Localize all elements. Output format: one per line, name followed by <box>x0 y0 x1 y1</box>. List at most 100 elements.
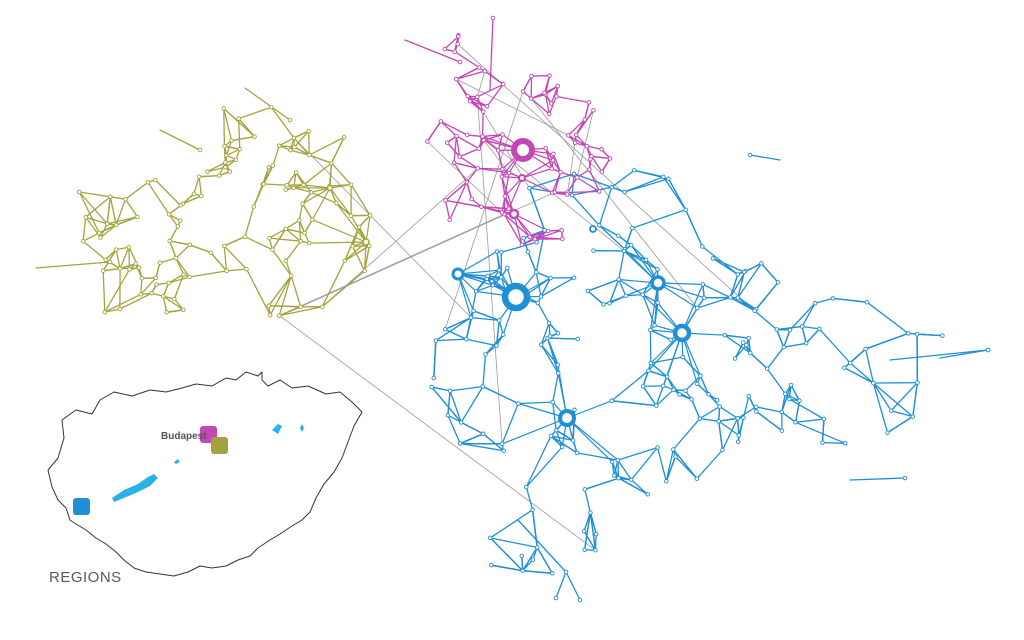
blue-edge <box>672 448 698 480</box>
blue-node <box>582 487 588 492</box>
olive-edge <box>124 181 149 200</box>
blue-node <box>497 318 502 323</box>
olive-node <box>164 310 169 315</box>
blue-edge <box>589 511 597 535</box>
magenta-node <box>528 96 534 101</box>
blue-edge <box>647 370 668 378</box>
olive-edge <box>301 191 312 205</box>
magenta-node <box>586 100 592 105</box>
magenta-edge <box>455 70 486 80</box>
blue-edge <box>801 325 821 330</box>
blue-edge <box>788 398 825 420</box>
magenta-node <box>582 117 588 122</box>
magenta-node <box>425 139 430 144</box>
blue-node <box>645 492 650 497</box>
olive-node <box>181 307 186 313</box>
blue-node <box>668 337 673 342</box>
olive-node <box>166 212 172 217</box>
blue-node <box>611 473 617 478</box>
blue-edge <box>737 297 756 312</box>
magenta-edge <box>481 133 504 138</box>
blue-node <box>429 384 434 390</box>
olive-node <box>288 147 293 153</box>
blue-edge <box>617 459 632 481</box>
olive-edge <box>210 252 228 272</box>
blue-node <box>473 289 479 294</box>
olive-node <box>267 235 272 241</box>
blue-edge <box>459 433 484 445</box>
olive-node <box>153 275 159 281</box>
magenta-edge <box>547 229 563 232</box>
blue-edge <box>821 441 846 444</box>
blue-node <box>732 356 738 361</box>
blue-node <box>591 248 596 253</box>
olive-edge <box>169 240 177 259</box>
magenta-edge <box>466 167 479 183</box>
blue-node <box>847 360 853 366</box>
olive-node <box>267 312 273 318</box>
olive-node <box>269 104 274 110</box>
olive-node <box>284 182 290 188</box>
blue-hub-edge <box>501 417 568 445</box>
olive-edge <box>105 248 117 261</box>
magenta-edge <box>575 109 595 136</box>
olive-edge <box>78 191 127 200</box>
olive-branch-edge <box>159 129 201 151</box>
blue-node <box>830 296 836 301</box>
blue-edge <box>571 194 600 227</box>
olive-edge <box>147 181 170 216</box>
olive-node <box>161 293 166 299</box>
blue-edge <box>690 398 701 420</box>
olive-node <box>113 222 119 228</box>
olive-edge <box>223 236 246 247</box>
blue-edge <box>546 337 559 374</box>
magenta-edge <box>426 120 442 143</box>
blue-node <box>694 476 700 481</box>
blue-node <box>496 267 502 273</box>
magenta-node <box>607 156 613 161</box>
magenta-edge <box>444 199 451 221</box>
olive-node <box>244 266 249 272</box>
blue-edge <box>699 417 720 422</box>
olive-edge <box>321 260 346 308</box>
olive-node <box>127 267 132 272</box>
blue-node <box>629 477 634 483</box>
olive-edge <box>106 195 111 225</box>
blue-node <box>797 398 802 404</box>
olive-edge <box>298 219 306 234</box>
blue-node <box>499 441 505 447</box>
magenta-node <box>599 147 604 152</box>
blue-edge <box>540 322 550 346</box>
olive-edge <box>223 107 256 138</box>
blue-edge <box>701 245 739 276</box>
blue-edge <box>734 344 748 360</box>
blue-node <box>671 387 676 392</box>
blue-edge <box>555 429 563 448</box>
magenta-edge <box>530 74 551 77</box>
blue-node <box>716 418 721 424</box>
magenta-edge <box>544 85 559 96</box>
olive-edge <box>350 184 371 217</box>
magenta-node <box>443 198 448 203</box>
blue-edge <box>528 173 575 189</box>
blue-node <box>843 441 848 446</box>
blue-edge <box>642 385 657 407</box>
blue-node <box>661 383 666 389</box>
blue-node <box>654 403 659 408</box>
olive-node <box>139 276 145 281</box>
olive-node <box>283 187 289 192</box>
blue-edge <box>484 333 504 356</box>
magenta-node <box>542 90 547 96</box>
blue-edge <box>525 435 552 488</box>
blue-node <box>863 346 868 352</box>
olive-node <box>266 303 271 308</box>
magenta-edge <box>586 145 603 150</box>
blue-edge <box>598 186 613 227</box>
blue-edge <box>598 224 619 237</box>
magenta-node <box>506 206 512 211</box>
blue-node <box>775 280 781 285</box>
olive-node <box>123 196 128 202</box>
magenta-hub-edge <box>513 213 523 246</box>
blue-edge <box>655 385 664 407</box>
